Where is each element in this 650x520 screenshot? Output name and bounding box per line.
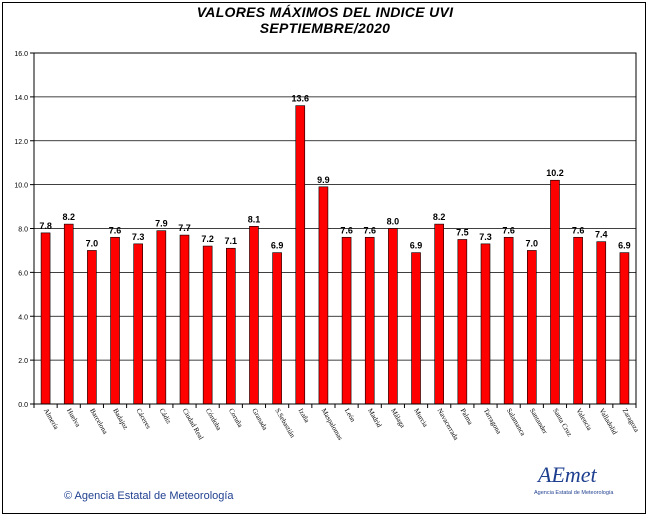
bar xyxy=(63,223,74,405)
bar xyxy=(341,236,352,405)
x-category-label: León xyxy=(343,407,357,424)
bar xyxy=(388,228,398,405)
aemet-logo-subtitle: Agencia Estatal de Meteorología xyxy=(534,490,614,496)
bar xyxy=(295,105,306,405)
bar xyxy=(87,250,97,405)
data-label: 6.9 xyxy=(271,241,284,251)
data-label: 8.1 xyxy=(248,214,261,224)
aemet-logo: AEmet xyxy=(538,462,597,487)
data-label: 7.8 xyxy=(39,221,52,231)
x-category-label: Maspalomas xyxy=(320,407,345,442)
bar xyxy=(480,243,491,405)
x-category-label: Badajoz xyxy=(111,407,129,431)
bar xyxy=(411,252,421,405)
y-tick-label: 14.0 xyxy=(14,95,28,102)
x-category-label: Cáceres xyxy=(134,407,152,430)
data-label: 7.0 xyxy=(86,238,99,248)
bar xyxy=(202,245,213,405)
x-category-label: Córdoba xyxy=(204,407,223,433)
data-label: 7.6 xyxy=(109,225,122,235)
x-category-label: Ciudad Real xyxy=(181,407,205,441)
data-label: 7.9 xyxy=(155,219,168,229)
bar xyxy=(226,247,236,405)
x-category-label: Barcelona xyxy=(88,407,110,436)
x-category-label: Salamanca xyxy=(505,407,528,438)
bar xyxy=(573,236,583,405)
agency-credit: © Agencia Estatal de Meteorología xyxy=(64,490,234,502)
bar xyxy=(527,250,537,405)
bar xyxy=(156,230,167,405)
bar xyxy=(434,223,444,405)
x-category-label: Valladolid xyxy=(598,407,620,436)
data-label: 8.2 xyxy=(433,212,446,222)
x-category-label: Santa Cruz xyxy=(551,407,573,438)
data-label: 7.5 xyxy=(456,227,469,237)
data-label: 7.3 xyxy=(132,232,145,242)
x-category-label: Izaña xyxy=(297,407,312,425)
x-category-label: Madrid xyxy=(366,407,383,429)
bar xyxy=(596,241,607,405)
bar xyxy=(457,239,468,405)
bar xyxy=(249,226,259,405)
data-label: 7.7 xyxy=(178,223,191,233)
data-label: 8.2 xyxy=(62,212,75,222)
x-category-label: Palma xyxy=(459,407,475,427)
data-label: 7.6 xyxy=(502,225,515,235)
data-label: 8.0 xyxy=(387,217,400,227)
x-category-label: Valencia xyxy=(574,407,593,433)
data-label: 6.9 xyxy=(618,241,631,251)
bar xyxy=(40,232,51,405)
x-category-label: Granada xyxy=(250,407,269,432)
bar xyxy=(110,236,120,405)
y-tick-label: 8.0 xyxy=(18,227,28,234)
data-label: 7.1 xyxy=(225,236,238,246)
y-tick-label: 10.0 xyxy=(14,183,28,190)
bar xyxy=(318,186,329,405)
data-label: 7.3 xyxy=(479,232,492,242)
x-category-label: Huelva xyxy=(65,407,82,429)
bar xyxy=(133,243,143,405)
x-category-label: Murcia xyxy=(412,407,429,429)
data-label: 7.6 xyxy=(340,225,353,235)
data-label: 7.2 xyxy=(201,234,214,244)
data-label: 7.4 xyxy=(595,230,608,240)
y-tick-label: 0.0 xyxy=(18,402,28,409)
y-tick-label: 16.0 xyxy=(14,51,28,58)
y-tick-label: 6.0 xyxy=(18,270,28,277)
x-category-label: Coruña xyxy=(227,407,245,430)
chart-title: VALORES MÁXIMOS DEL INDICE UVI xyxy=(196,4,454,20)
y-tick-label: 4.0 xyxy=(18,314,28,321)
x-category-label: Almería xyxy=(42,407,61,432)
bar xyxy=(272,252,282,405)
y-tick-label: 12.0 xyxy=(14,139,28,146)
data-label: 7.6 xyxy=(363,225,376,235)
x-category-label: Santander xyxy=(528,407,549,436)
data-label: 10.2 xyxy=(546,168,564,178)
chart-frame xyxy=(2,2,646,514)
x-category-label: S.Sebastián xyxy=(273,407,296,440)
bar xyxy=(550,179,560,405)
x-category-label: Zaragoza xyxy=(621,407,641,434)
bar xyxy=(503,236,514,405)
x-category-label: Cádiz xyxy=(158,407,173,425)
data-label: 9.9 xyxy=(317,175,330,185)
y-tick-label: 2.0 xyxy=(18,358,28,365)
bar xyxy=(179,234,190,405)
x-category-label: Málaga xyxy=(389,407,407,430)
data-label: 13.6 xyxy=(292,94,310,104)
data-label: 7.0 xyxy=(526,238,539,248)
x-category-label: Navacerrada xyxy=(435,407,460,442)
bar xyxy=(364,236,375,405)
data-label: 7.6 xyxy=(572,225,585,235)
data-label: 6.9 xyxy=(410,241,423,251)
bar xyxy=(619,252,630,405)
x-category-label: Tarragona xyxy=(482,407,504,436)
chart-subtitle: SEPTIEMBRE/2020 xyxy=(259,20,391,36)
